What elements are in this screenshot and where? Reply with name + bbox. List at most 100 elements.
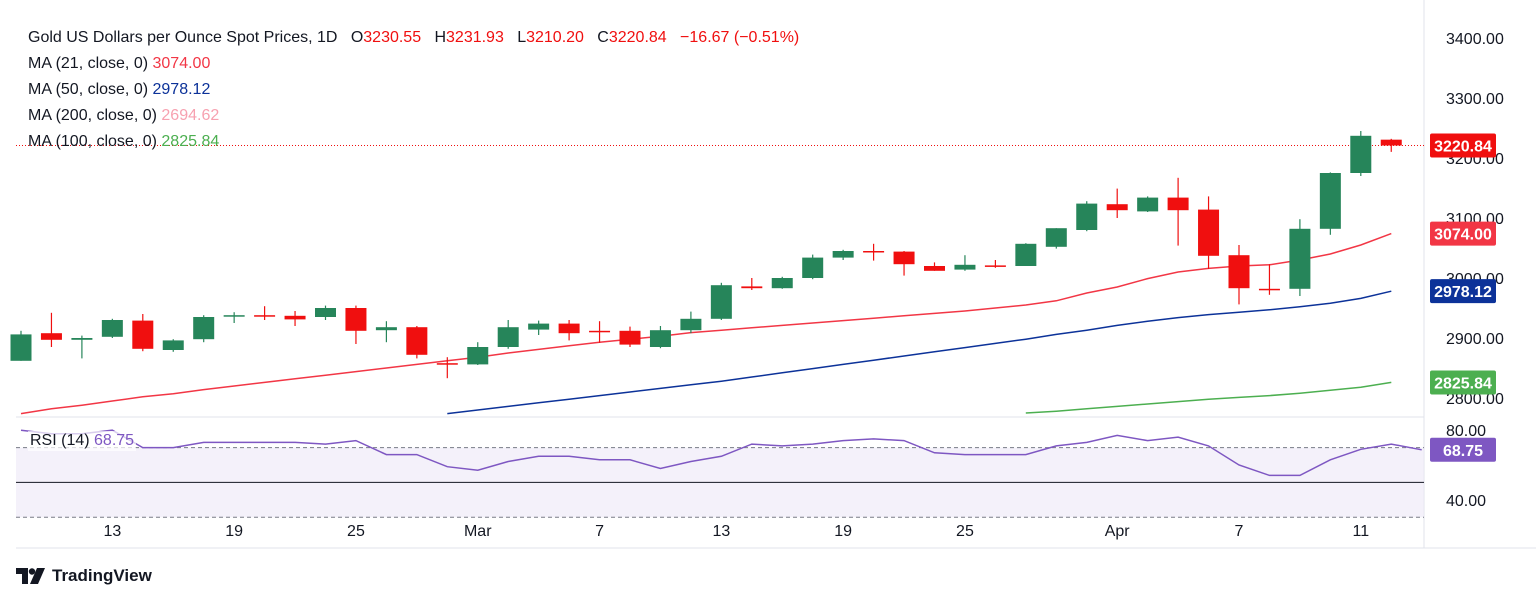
change-value: −16.67 (−0.51%) — [680, 29, 800, 46]
low-value: 3210.20 — [526, 29, 584, 46]
candle-body — [1137, 197, 1159, 212]
candle-body — [1228, 255, 1250, 289]
candle-body — [558, 323, 580, 334]
ma21-legend[interactable]: MA (21, close, 0) 3074.00 — [28, 54, 210, 74]
candle-body — [1106, 204, 1128, 211]
x-tick-label: 19 — [834, 523, 852, 540]
candle-body — [1289, 228, 1311, 289]
candle-body — [1076, 203, 1098, 230]
candle-body — [436, 363, 458, 365]
candle-body — [406, 327, 428, 355]
x-tick-label: 13 — [712, 523, 730, 540]
ma50-label: MA (50, close, 0) — [28, 81, 149, 98]
candle-body — [132, 320, 154, 349]
candle-body — [649, 330, 671, 347]
candle-body — [10, 334, 32, 361]
candle-body — [741, 286, 763, 289]
candle-body — [802, 257, 824, 278]
y-tick-label: 3300.00 — [1446, 91, 1504, 108]
candle-body — [771, 278, 793, 289]
candle-body — [954, 264, 976, 270]
candle-body — [619, 330, 641, 345]
candle-body — [1350, 135, 1372, 173]
rsi-line — [20, 429, 1422, 477]
open-value: 3230.55 — [363, 29, 422, 46]
candle-body — [589, 330, 611, 333]
x-tick-label: 25 — [956, 523, 974, 540]
x-tick-label: Mar — [464, 523, 492, 540]
y-tick-label: 3400.00 — [1446, 31, 1504, 48]
rsi-tag-bg — [1430, 437, 1496, 462]
ma100-legend[interactable]: MA (100, close, 0) 2825.84 — [28, 132, 219, 152]
x-tick-label: 11 — [1352, 523, 1369, 540]
rsi-legend[interactable]: RSI (14) 68.75 — [28, 431, 137, 451]
rsi-value: 68.75 — [94, 432, 135, 449]
x-tick-label: 19 — [225, 523, 243, 540]
chart-title-row: Gold US Dollars per Ounce Spot Prices, 1… — [28, 28, 799, 48]
candle-body — [497, 327, 519, 347]
ma-tag-2-text: 2825.84 — [1434, 375, 1492, 392]
candle-body — [1319, 173, 1341, 229]
ma50-line — [447, 290, 1392, 415]
candle-body — [1198, 209, 1220, 256]
brand-name: TradingView — [52, 566, 152, 585]
candle-body — [680, 318, 702, 331]
candle-body — [101, 320, 123, 337]
candle-body — [924, 266, 945, 271]
candle-body — [467, 347, 489, 365]
ma200-label: MA (200, close, 0) — [28, 107, 157, 124]
candle-body — [375, 327, 397, 331]
candle-body — [1045, 228, 1067, 247]
candle-body — [893, 251, 915, 265]
tradingview-logo-icon — [16, 568, 45, 584]
high-label: H — [434, 29, 447, 46]
ma-tag-0-text: 3074.00 — [1434, 227, 1492, 244]
close-value: 3220.84 — [608, 29, 667, 46]
ma50-legend[interactable]: MA (50, close, 0) 2978.12 — [28, 80, 210, 100]
ma-tag-0-bg — [1430, 221, 1496, 246]
ma21-value: 3074.00 — [152, 55, 211, 72]
high-value: 3231.93 — [446, 29, 504, 46]
ma-tag-1-text: 2978.12 — [1434, 284, 1492, 301]
candle-body — [71, 338, 93, 340]
ma200-value: 2694.62 — [161, 107, 220, 124]
low-label: L — [517, 29, 527, 46]
tradingview-logo[interactable]: TradingView — [16, 566, 152, 586]
ma50-value: 2978.12 — [152, 81, 211, 98]
ma100-value: 2825.84 — [161, 133, 220, 150]
x-tick-label: Apr — [1105, 523, 1131, 540]
candle-body — [1167, 197, 1189, 211]
ma-tag-1-bg — [1430, 279, 1496, 304]
chart-title: Gold US Dollars per Ounce Spot Prices, 1… — [28, 29, 338, 46]
rsi-tick-label: 80.00 — [1446, 423, 1486, 440]
candle-body — [223, 315, 245, 317]
x-tick-label: 7 — [595, 523, 604, 540]
ma21-label: MA (21, close, 0) — [28, 55, 149, 72]
candle-body — [162, 340, 184, 350]
price-tag-bg — [1430, 133, 1496, 158]
ma100-line — [1025, 381, 1392, 414]
y-tick-label: 2800.00 — [1446, 391, 1504, 408]
candle-body — [528, 323, 550, 330]
candle-body — [254, 315, 276, 317]
price-tag-text: 3220.84 — [1434, 138, 1492, 155]
candle-body — [193, 317, 215, 340]
ma200-legend[interactable]: MA (200, close, 0) 2694.62 — [28, 106, 219, 126]
candle-body — [710, 285, 732, 319]
ma21-line — [20, 232, 1392, 415]
close-label: C — [597, 29, 609, 46]
candle-body — [284, 315, 306, 320]
open-label: O — [350, 29, 364, 46]
candle-body — [345, 308, 367, 331]
candle-body — [1380, 139, 1402, 146]
candle-body — [1258, 288, 1280, 291]
ma100-label: MA (100, close, 0) — [28, 133, 157, 150]
rsi-tag-text: 68.75 — [1443, 443, 1483, 460]
rsi-label: RSI (14) — [30, 432, 90, 449]
y-tick-label: 2900.00 — [1446, 331, 1504, 348]
x-tick-label: 13 — [103, 523, 121, 540]
x-tick-label: 7 — [1235, 523, 1244, 540]
ma-tag-2-bg — [1430, 370, 1496, 395]
candle-body — [984, 265, 1006, 267]
